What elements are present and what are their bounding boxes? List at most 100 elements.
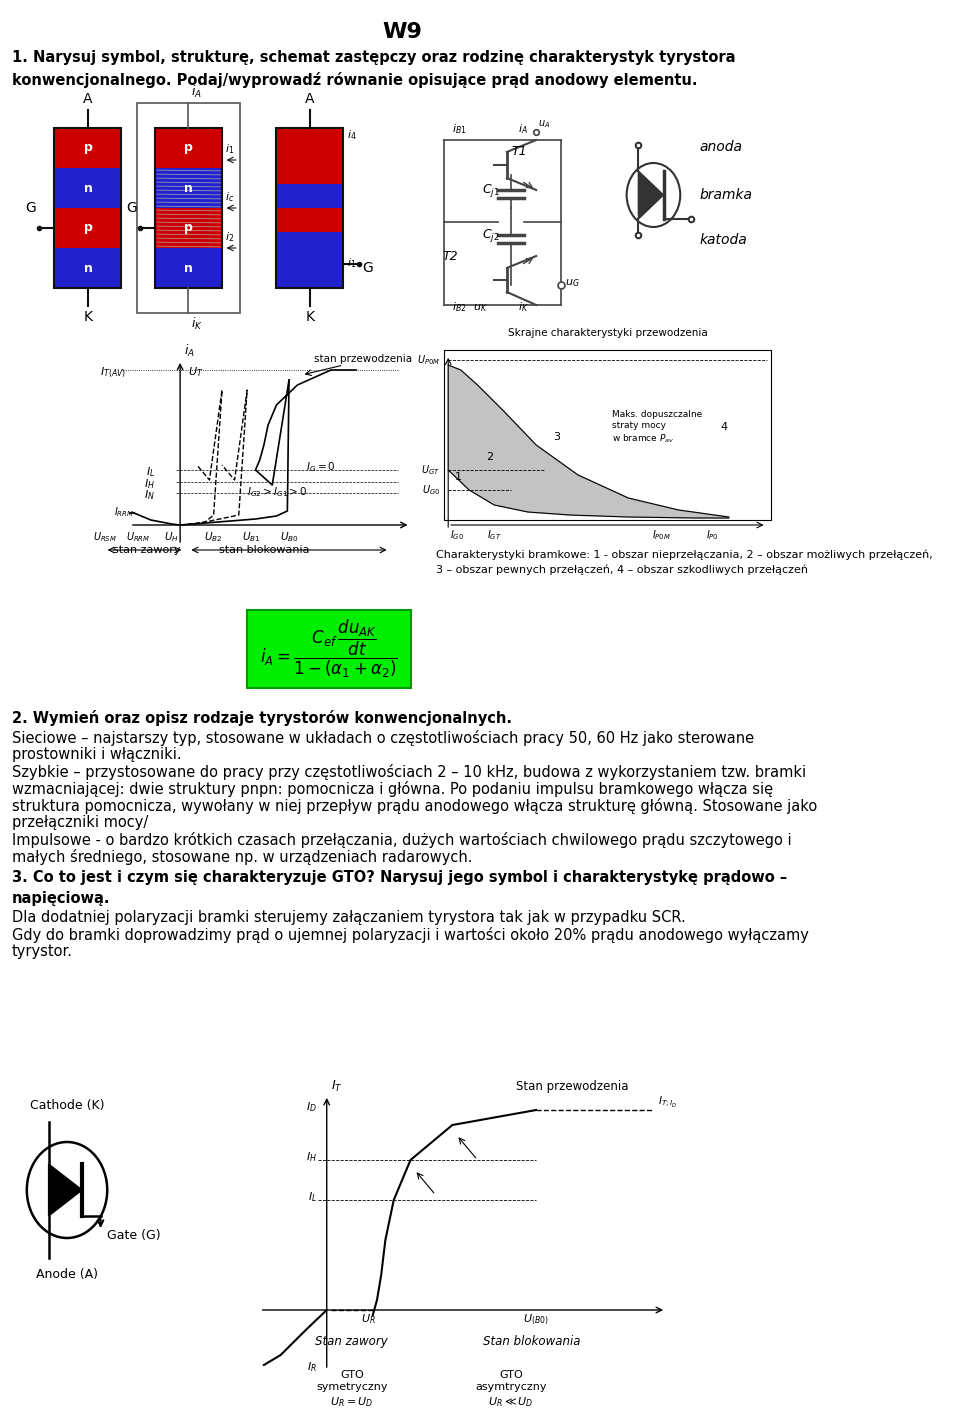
Text: $C_{j1}$: $C_{j1}$ [482,182,499,199]
Text: $I_H$: $I_H$ [306,1151,317,1163]
Text: G: G [362,261,372,275]
Text: Dla dodatniej polaryzacji bramki sterujemy załączaniem tyrystora tak jak w przyp: Dla dodatniej polaryzacji bramki steruje… [12,910,685,926]
Text: 1: 1 [455,471,462,481]
Text: $i_{B2}$: $i_{B2}$ [452,300,467,313]
Text: struktura pomocnicza, wywołany w niej przepływ prądu anodowego włącza strukturę : struktura pomocnicza, wywołany w niej pr… [12,797,817,815]
Polygon shape [448,365,729,518]
Bar [55,128,122,288]
Text: $i_K$: $i_K$ [191,316,203,332]
Polygon shape [638,171,663,219]
Text: $u_G$: $u_G$ [565,278,580,289]
Text: Maks. dopuszczalne
straty mocy
w bramce $P_{av}$: Maks. dopuszczalne straty mocy w bramce … [612,410,702,446]
Text: $i_A$: $i_A$ [517,122,528,135]
Text: przełączniki mocy/: przełączniki mocy/ [12,815,148,830]
Text: Sieciowe – najstarszy typ, stosowane w układach o częstotliwościach pracy 50, 60: Sieciowe – najstarszy typ, stosowane w u… [12,731,754,746]
Text: $i_{B1}$: $i_{B1}$ [452,122,468,135]
Text: n: n [184,181,193,195]
Text: $U_T$: $U_T$ [188,365,204,379]
Bar [55,128,122,168]
Text: $I_{P0}$: $I_{P0}$ [706,528,718,541]
Bar [155,168,222,208]
Bar [444,350,771,520]
Text: $I_L$: $I_L$ [307,1190,317,1203]
Bar [155,208,222,248]
Text: prostowniki i włączniki.: prostowniki i włączniki. [12,748,181,762]
Text: $i_K$: $i_K$ [517,300,528,313]
Text: $C_{j2}$: $C_{j2}$ [482,226,499,244]
Text: $U_{(B0)}$: $U_{(B0)}$ [523,1313,549,1327]
Text: stan zawory: stan zawory [113,545,180,555]
Text: T1: T1 [511,145,527,158]
Bar [247,609,411,688]
Text: $U_{B0}$: $U_{B0}$ [279,530,299,544]
Text: stan blokowania: stan blokowania [219,545,309,555]
Text: Szybkie – przystosowane do pracy przy częstotliwościach 2 – 10 kHz, budowa z wyk: Szybkie – przystosowane do pracy przy cz… [12,765,805,780]
Text: $I_{RRM}$: $I_{RRM}$ [114,506,134,518]
Text: $U_R$: $U_R$ [361,1312,376,1326]
Polygon shape [49,1163,83,1216]
Bar [155,128,222,168]
Text: G: G [126,201,136,215]
Bar [55,248,122,288]
Text: $I_N$: $I_N$ [144,488,155,501]
Text: $I_D$: $I_D$ [306,1099,317,1114]
Text: n: n [84,262,92,275]
Bar [276,128,344,184]
Text: $U_{P0M}$: $U_{P0M}$ [417,353,440,367]
Text: $I_{P0M}$: $I_{P0M}$ [653,528,671,541]
Text: Stan zawory: Stan zawory [316,1336,388,1349]
Text: $I_{G0}$: $I_{G0}$ [449,528,464,541]
Text: $U_{B1}$: $U_{B1}$ [242,530,260,544]
Text: $I_R$: $I_R$ [307,1360,317,1374]
Bar [276,208,344,232]
Text: $i_A = \dfrac{C_{ef}\,\dfrac{du_{AK}}{dt}}{1-(\alpha_1+\alpha_2)}$: $i_A = \dfrac{C_{ef}\,\dfrac{du_{AK}}{dt… [260,618,397,681]
Text: W9: W9 [382,21,422,41]
Text: $I_{GT}$: $I_{GT}$ [487,528,502,541]
Text: $U_{GT}$: $U_{GT}$ [420,463,440,477]
Bar [276,232,344,288]
Text: $U_{RRM}$: $U_{RRM}$ [126,530,151,544]
Text: $U_H$: $U_H$ [164,530,180,544]
Text: $I_{T;I_D}$: $I_{T;I_D}$ [658,1095,677,1111]
Text: GTO
symetryczny
$U_R=U_D$: GTO symetryczny $U_R=U_D$ [316,1370,388,1410]
Text: Impulsowe - o bardzo krótkich czasach przełączania, dużych wartościach chwiloweg: Impulsowe - o bardzo krótkich czasach pr… [12,832,791,849]
Text: $u_K$: $u_K$ [473,302,488,313]
Text: 1. Narysuj symbol, strukturę, schemat zastępczy oraz rodzinę charakterystyk tyry: 1. Narysuj symbol, strukturę, schemat za… [12,50,735,87]
Text: Anode (A): Anode (A) [36,1267,98,1282]
Text: $U_{RSM}$: $U_{RSM}$ [93,530,117,544]
Text: p: p [84,141,92,154]
Text: małych średniego, stosowane np. w urządzeniach radarowych.: małych średniego, stosowane np. w urządz… [12,849,472,864]
Text: $i_1$: $i_1$ [347,256,356,269]
Text: $i_4$: $i_4$ [347,128,356,142]
Text: Charakterystyki bramkowe: 1 - obszar nieprzełączania, 2 – obszar możliwych przeł: Charakterystyki bramkowe: 1 - obszar nie… [436,550,932,575]
Text: 2: 2 [486,451,493,461]
Text: $U_{B2}$: $U_{B2}$ [204,530,223,544]
Text: katoda: katoda [700,234,747,246]
Text: Gate (G): Gate (G) [108,1229,161,1243]
Bar [55,208,122,248]
Bar [276,128,344,288]
Text: $I_{G2}>I_{G1}>0$: $I_{G2}>I_{G1}>0$ [247,486,308,498]
Text: Gdy do bramki doprowadzimy prąd o ujemnej polaryzacji i wartości około 20% prądu: Gdy do bramki doprowadzimy prąd o ujemne… [12,927,808,943]
Text: A: A [84,93,93,105]
Text: bramka: bramka [700,188,753,202]
Text: Stan przewodzenia: Stan przewodzenia [516,1079,629,1094]
Bar [276,184,344,208]
Text: anoda: anoda [700,140,742,154]
Text: Skrajne charakterystyki przewodzenia: Skrajne charakterystyki przewodzenia [508,328,708,337]
Text: p: p [184,141,193,154]
Text: $i_2$: $i_2$ [226,231,234,244]
Text: K: K [305,310,315,325]
Text: $i_A$: $i_A$ [184,343,195,359]
Text: tyrystor.: tyrystor. [12,944,73,958]
Text: 3: 3 [553,431,560,441]
Text: p: p [84,222,92,235]
Text: $I_{T(AV)}$: $I_{T(AV)}$ [100,366,126,380]
Text: wzmacniającej: dwie struktury pnpn: pomocnicza i główna. Po podaniu impulsu bram: wzmacniającej: dwie struktury pnpn: pomo… [12,780,773,797]
Text: $i_1$: $i_1$ [226,142,234,155]
Text: GTO
asymtryczny
$U_R\ll U_D$: GTO asymtryczny $U_R\ll U_D$ [475,1370,547,1410]
Text: n: n [84,181,92,195]
Text: G: G [25,201,36,215]
Text: 4: 4 [720,422,728,431]
Bar [155,248,222,288]
